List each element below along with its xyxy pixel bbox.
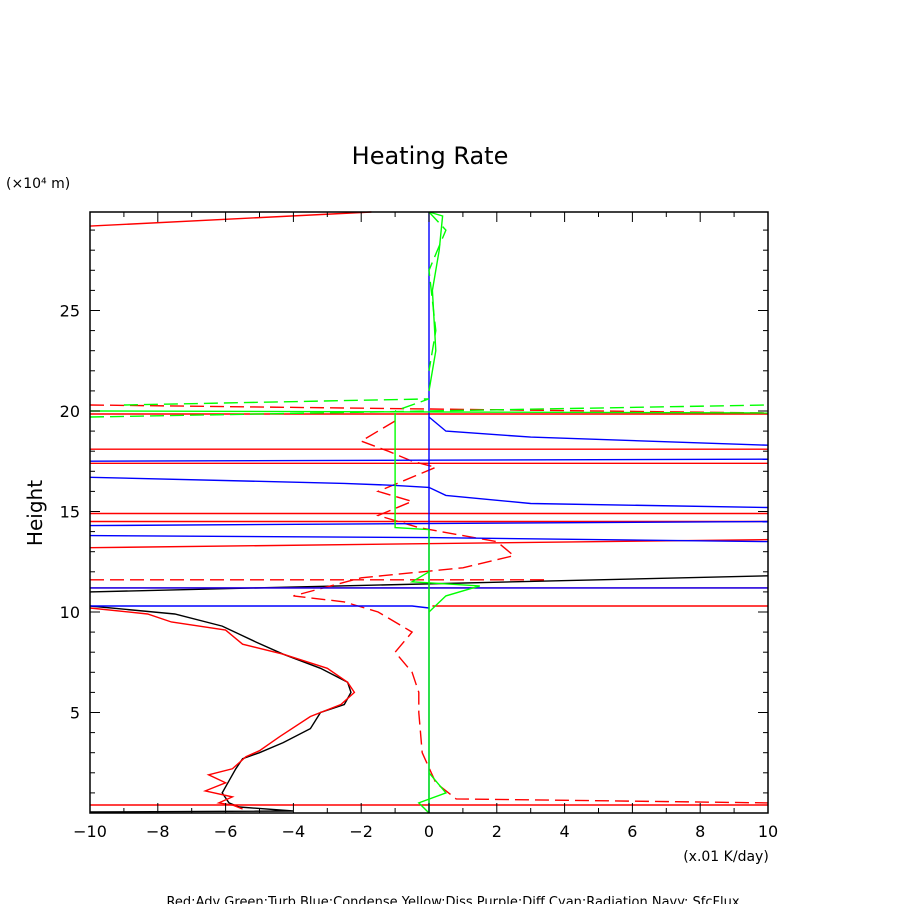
series-segment (428, 211, 444, 392)
series-line (89, 607, 356, 810)
y-tick-label: 20 (60, 402, 80, 421)
x-unit-label: (x.01 K/day) (683, 849, 769, 865)
x-tick-label: 10 (758, 822, 778, 841)
x-tick-label: 0 (424, 822, 434, 841)
y-unit-label: (×10⁴ m) (6, 176, 70, 192)
x-tick-label: 2 (492, 822, 502, 841)
x-tick-label: 4 (560, 822, 570, 841)
series-segment (417, 772, 448, 814)
y-tick-label: 25 (60, 301, 80, 320)
series-segment (123, 398, 430, 412)
y-axis-label: Height (23, 480, 47, 546)
series-segment (89, 410, 769, 414)
x-tick-label: −6 (214, 822, 238, 841)
series-segment (89, 211, 372, 227)
x-axis: −10 −8 −6 −4 −2 0 2 4 6 8 10 (73, 212, 778, 841)
series-segment (428, 211, 447, 371)
y-tick-label: 10 (60, 603, 80, 622)
y-axis: 5 10 15 20 25 (60, 229, 768, 794)
series-segment (409, 571, 480, 613)
series-line (428, 416, 769, 446)
plot-area (89, 211, 769, 814)
series-segment (89, 404, 769, 414)
series-segment (90, 605, 430, 609)
x-tick-label: −8 (146, 822, 170, 841)
series-segment (89, 404, 769, 418)
x-tick-label: −4 (282, 822, 306, 841)
chart-title: Heating Rate (352, 142, 509, 170)
series-line (293, 420, 769, 804)
x-tick-label: −2 (349, 822, 373, 841)
x-tick-label: −10 (73, 822, 107, 841)
plot-frame (89, 211, 769, 814)
x-tick-label: 6 (627, 822, 637, 841)
legend-footer: Red:Adv Green:Turb Blue:Condense Yellow:… (166, 895, 739, 904)
series-line (394, 413, 430, 813)
y-tick-label: 15 (60, 502, 80, 521)
x-tick-label: 8 (695, 822, 705, 841)
y-tick-label: 5 (70, 703, 80, 722)
